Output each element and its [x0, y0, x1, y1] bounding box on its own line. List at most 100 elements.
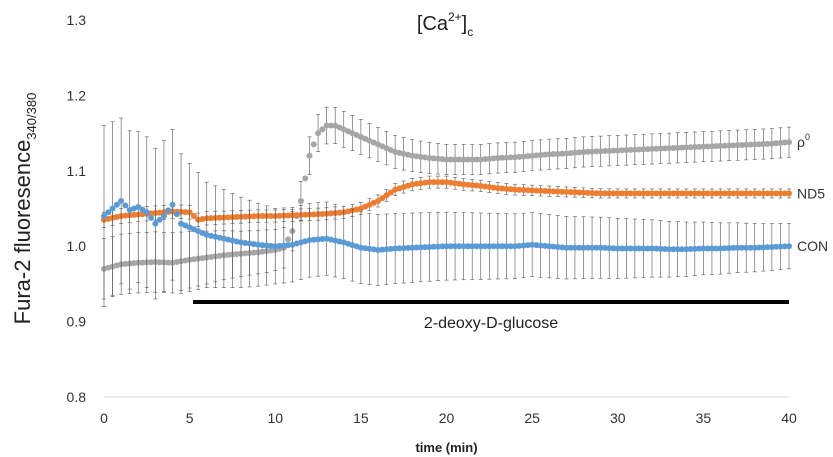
- data-point: [554, 150, 561, 157]
- data-point: [683, 246, 690, 253]
- data-point: [447, 243, 454, 250]
- y-tick-label: 1.0: [67, 238, 87, 254]
- x-tick-label: 40: [781, 410, 797, 426]
- data-point: [726, 190, 733, 197]
- data-point: [584, 244, 591, 251]
- data-point: [469, 243, 476, 250]
- data-point: [781, 243, 788, 250]
- data-point: [691, 144, 698, 151]
- data-point: [589, 190, 596, 197]
- chart-title-subscript: c: [467, 25, 473, 39]
- data-point: [730, 244, 737, 251]
- data-point: [704, 245, 711, 252]
- data-point: [469, 156, 476, 163]
- data-point: [606, 147, 613, 154]
- chart-title: [Ca2+]c: [417, 10, 473, 39]
- data-point: [443, 243, 450, 250]
- data-point: [452, 243, 459, 250]
- chart-title-close: ]: [462, 13, 468, 35]
- data-point: [233, 213, 240, 220]
- data-point: [118, 197, 125, 204]
- data-point: [678, 144, 685, 151]
- data-point: [139, 206, 146, 213]
- data-point: [683, 144, 690, 151]
- data-point: [434, 179, 441, 186]
- y-tick-label: 1.2: [67, 87, 87, 103]
- data-point: [160, 213, 167, 220]
- data-point: [751, 244, 758, 251]
- data-points: [101, 179, 792, 223]
- series-label-base: ρ: [797, 134, 805, 150]
- data-point: [661, 145, 668, 152]
- data-point: [653, 245, 660, 252]
- data-point: [717, 245, 724, 252]
- data-point: [760, 244, 767, 251]
- data-point: [636, 190, 643, 197]
- data-point: [627, 146, 634, 153]
- data-point: [708, 190, 715, 197]
- data-point: [764, 244, 771, 251]
- data-point: [619, 190, 626, 197]
- data-point: [649, 245, 655, 252]
- data-point: [730, 190, 737, 197]
- data-point: [644, 190, 651, 197]
- data-point: [169, 201, 176, 208]
- y-tick-label: 0.9: [67, 314, 87, 330]
- x-tick-label: 35: [696, 410, 712, 426]
- data-point: [302, 211, 309, 218]
- data-point: [627, 245, 634, 252]
- data-point: [756, 141, 763, 148]
- data-point: [687, 144, 694, 151]
- data-point: [584, 189, 591, 196]
- y-axis-title-subscript: 340/380: [24, 93, 39, 140]
- data-point: [148, 259, 155, 266]
- data-point: [259, 213, 266, 220]
- data-point: [319, 126, 326, 133]
- data-point: [670, 144, 677, 151]
- data-point: [430, 243, 437, 250]
- data-point: [456, 156, 463, 163]
- series-label-ρ0: ρ0: [797, 132, 810, 150]
- data-point: [554, 188, 561, 195]
- data-point: [717, 190, 724, 197]
- data-point: [443, 156, 450, 163]
- y-tick-label: 1.1: [67, 163, 87, 179]
- data-point: [614, 245, 621, 252]
- data-point: [499, 243, 506, 250]
- data-point: [310, 211, 317, 218]
- data-point: [666, 190, 673, 197]
- data-point: [464, 243, 471, 250]
- data-point: [520, 187, 527, 194]
- data-point: [156, 216, 163, 223]
- data-point: [751, 190, 758, 197]
- data-point: [666, 246, 673, 253]
- data-point: [589, 244, 596, 251]
- data-point: [764, 190, 771, 197]
- data-point: [503, 243, 510, 250]
- data-point: [738, 244, 745, 251]
- data-point: [760, 141, 767, 148]
- data-point: [683, 190, 690, 197]
- data-point: [751, 141, 758, 148]
- data-point: [773, 190, 780, 197]
- data-point: [242, 213, 249, 220]
- data-point: [696, 143, 703, 150]
- data-point: [139, 259, 146, 266]
- data-point: [657, 145, 664, 152]
- data-point: [473, 243, 480, 250]
- data-point: [606, 245, 613, 252]
- data-point: [546, 188, 553, 195]
- data-point: [661, 190, 668, 197]
- data-point: [644, 245, 651, 252]
- data-point: [400, 245, 407, 252]
- data-point: [773, 243, 780, 250]
- x-tick-labels: 0 5 10 15 20 25 30 35 40: [100, 410, 797, 426]
- data-point: [173, 211, 180, 218]
- data-point: [781, 190, 788, 197]
- data-point: [734, 142, 741, 149]
- data-point: [756, 244, 763, 251]
- data-point: [601, 190, 608, 197]
- data-point: [704, 190, 711, 197]
- data-point: [593, 148, 600, 155]
